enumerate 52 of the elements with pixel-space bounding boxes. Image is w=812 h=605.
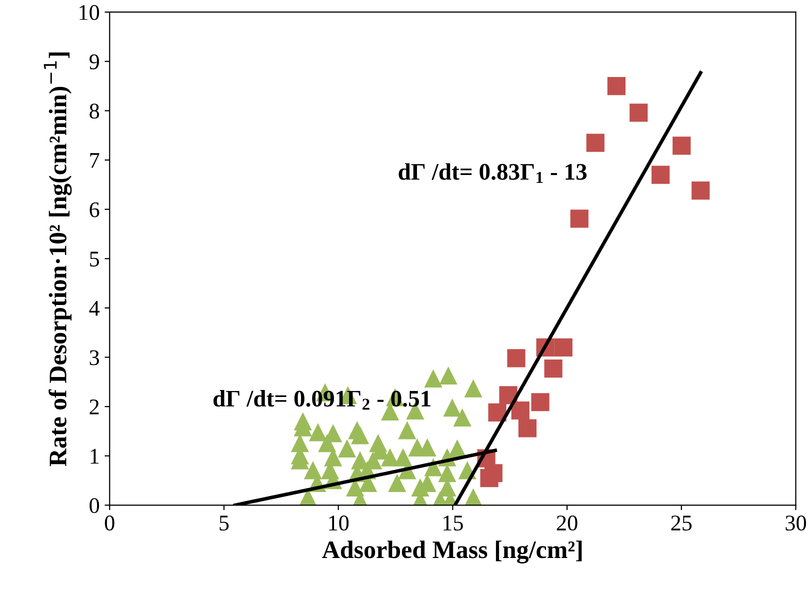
point: [570, 210, 588, 228]
y-tick-label: 0: [90, 498, 100, 514]
x-tick-label: 15: [444, 516, 463, 531]
point: [507, 349, 526, 368]
point: [630, 104, 648, 122]
y-axis-title: Rate of Desorption·10² [ng(cm²min)$^{−1}$]: [44, 52, 72, 466]
x-axis-title: Adsorbed Mass [ng/cm²]: [322, 540, 582, 564]
point: [394, 448, 412, 466]
y-tick-label: 6: [90, 202, 100, 218]
point: [398, 421, 416, 440]
y-tick-label: 10: [80, 5, 100, 20]
point: [607, 77, 626, 96]
point: [294, 412, 312, 430]
point: [511, 401, 530, 420]
point: [480, 469, 498, 488]
point: [304, 461, 322, 480]
point: [439, 366, 458, 385]
x-tick-label: 0: [104, 516, 114, 531]
y-tick-label: 3: [90, 350, 100, 366]
point: [652, 166, 670, 184]
point: [488, 403, 506, 422]
point: [318, 434, 336, 452]
x-tick-label: 25: [671, 516, 692, 531]
point: [544, 360, 562, 378]
x-tick-label: 10: [329, 516, 349, 531]
point: [388, 474, 406, 492]
point: [438, 464, 456, 482]
point: [518, 419, 537, 438]
x-tick-label: 20: [556, 516, 578, 531]
y-tick-label: 5: [90, 252, 100, 267]
annotation: dΓ /dt= 0.83Γ$_{1}$ - 13: [398, 163, 587, 183]
x-tick-label: 5: [220, 516, 229, 531]
y-tick-label: 2: [90, 400, 99, 414]
point: [692, 182, 710, 200]
point: [380, 448, 400, 466]
point: [443, 398, 462, 417]
x-tick-label: 30: [786, 516, 806, 531]
point: [424, 369, 442, 388]
point: [531, 393, 550, 412]
y-tick-label: 7: [90, 153, 100, 168]
point: [351, 426, 370, 444]
point: [338, 439, 356, 458]
point: [672, 136, 691, 155]
y-tick-label: 9: [90, 54, 99, 70]
point: [554, 338, 572, 356]
point: [453, 408, 472, 426]
point: [586, 134, 604, 152]
point: [464, 379, 482, 398]
y-tick-label: 8: [90, 104, 100, 119]
y-tick-label: 4: [89, 301, 100, 316]
point: [308, 423, 328, 442]
y-tick-label: 1: [90, 448, 99, 464]
